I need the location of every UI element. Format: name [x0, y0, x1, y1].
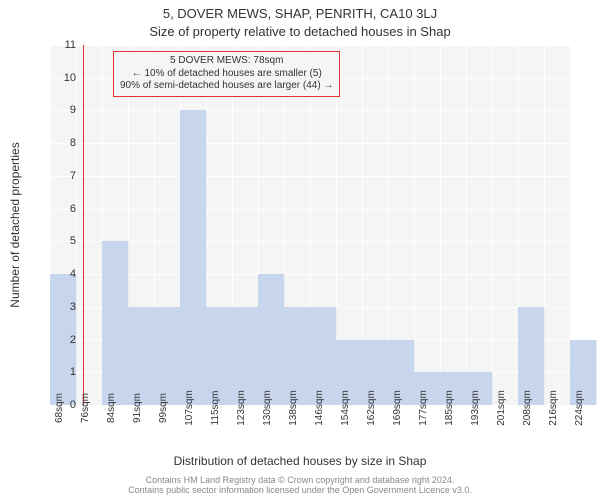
x-tick: 185sqm [444, 390, 455, 426]
x-axis-label: Distribution of detached houses by size … [0, 454, 600, 468]
x-tick: 169sqm [392, 390, 403, 426]
x-tick: 208sqm [522, 390, 533, 426]
y-tick: 6 [52, 203, 76, 215]
x-tick: 123sqm [236, 390, 247, 426]
chart-title-subtitle: Size of property relative to detached ho… [0, 24, 600, 39]
gridline-v [440, 45, 441, 405]
chart-title-address: 5, DOVER MEWS, SHAP, PENRITH, CA10 3LJ [0, 6, 600, 21]
histogram-plot-area: 5 DOVER MEWS: 78sqm ← 10% of detached ho… [50, 45, 570, 405]
y-axis-label: Number of detached properties [8, 142, 22, 307]
gridline-h [50, 405, 570, 406]
x-tick: 216sqm [548, 390, 559, 426]
y-tick: 2 [52, 334, 76, 346]
histogram-bar [154, 307, 181, 405]
y-tick: 10 [52, 72, 76, 84]
y-tick: 5 [52, 235, 76, 247]
y-tick: 1 [52, 366, 76, 378]
x-tick: 193sqm [470, 390, 481, 426]
property-marker-line [83, 45, 84, 405]
x-tick: 162sqm [366, 390, 377, 426]
x-tick: 84sqm [106, 393, 117, 423]
x-tick: 154sqm [340, 390, 351, 426]
y-tick: 11 [52, 39, 76, 51]
y-tick: 4 [52, 268, 76, 280]
x-tick: 130sqm [262, 390, 273, 426]
gridline-v [466, 45, 467, 405]
histogram-bar [102, 241, 129, 405]
histogram-bar [180, 110, 207, 405]
histogram-bar [128, 307, 155, 405]
y-tick: 3 [52, 301, 76, 313]
credit-line-2: Contains public sector information licen… [0, 486, 600, 496]
credit-text: Contains HM Land Registry data © Crown c… [0, 476, 600, 496]
x-tick: 224sqm [574, 390, 585, 426]
histogram-bar [258, 274, 285, 405]
x-tick: 115sqm [210, 391, 221, 426]
annotation-box: 5 DOVER MEWS: 78sqm ← 10% of detached ho… [113, 51, 340, 97]
gridline-v [492, 45, 493, 405]
y-tick: 7 [52, 170, 76, 182]
x-tick: 68sqm [54, 393, 65, 423]
y-tick: 9 [52, 104, 76, 116]
x-tick: 107sqm [184, 390, 195, 426]
annotation-line-smaller: ← 10% of detached houses are smaller (5) [120, 68, 333, 81]
x-tick: 99sqm [158, 393, 169, 423]
x-tick: 76sqm [80, 393, 91, 423]
x-tick: 138sqm [288, 390, 299, 426]
x-tick: 201sqm [496, 390, 507, 426]
y-tick: 8 [52, 137, 76, 149]
x-tick: 177sqm [418, 390, 429, 426]
annotation-line-property: 5 DOVER MEWS: 78sqm [120, 55, 333, 68]
annotation-line-larger: 90% of semi-detached houses are larger (… [120, 80, 333, 93]
x-tick: 91sqm [132, 393, 143, 423]
x-tick: 146sqm [314, 390, 325, 426]
